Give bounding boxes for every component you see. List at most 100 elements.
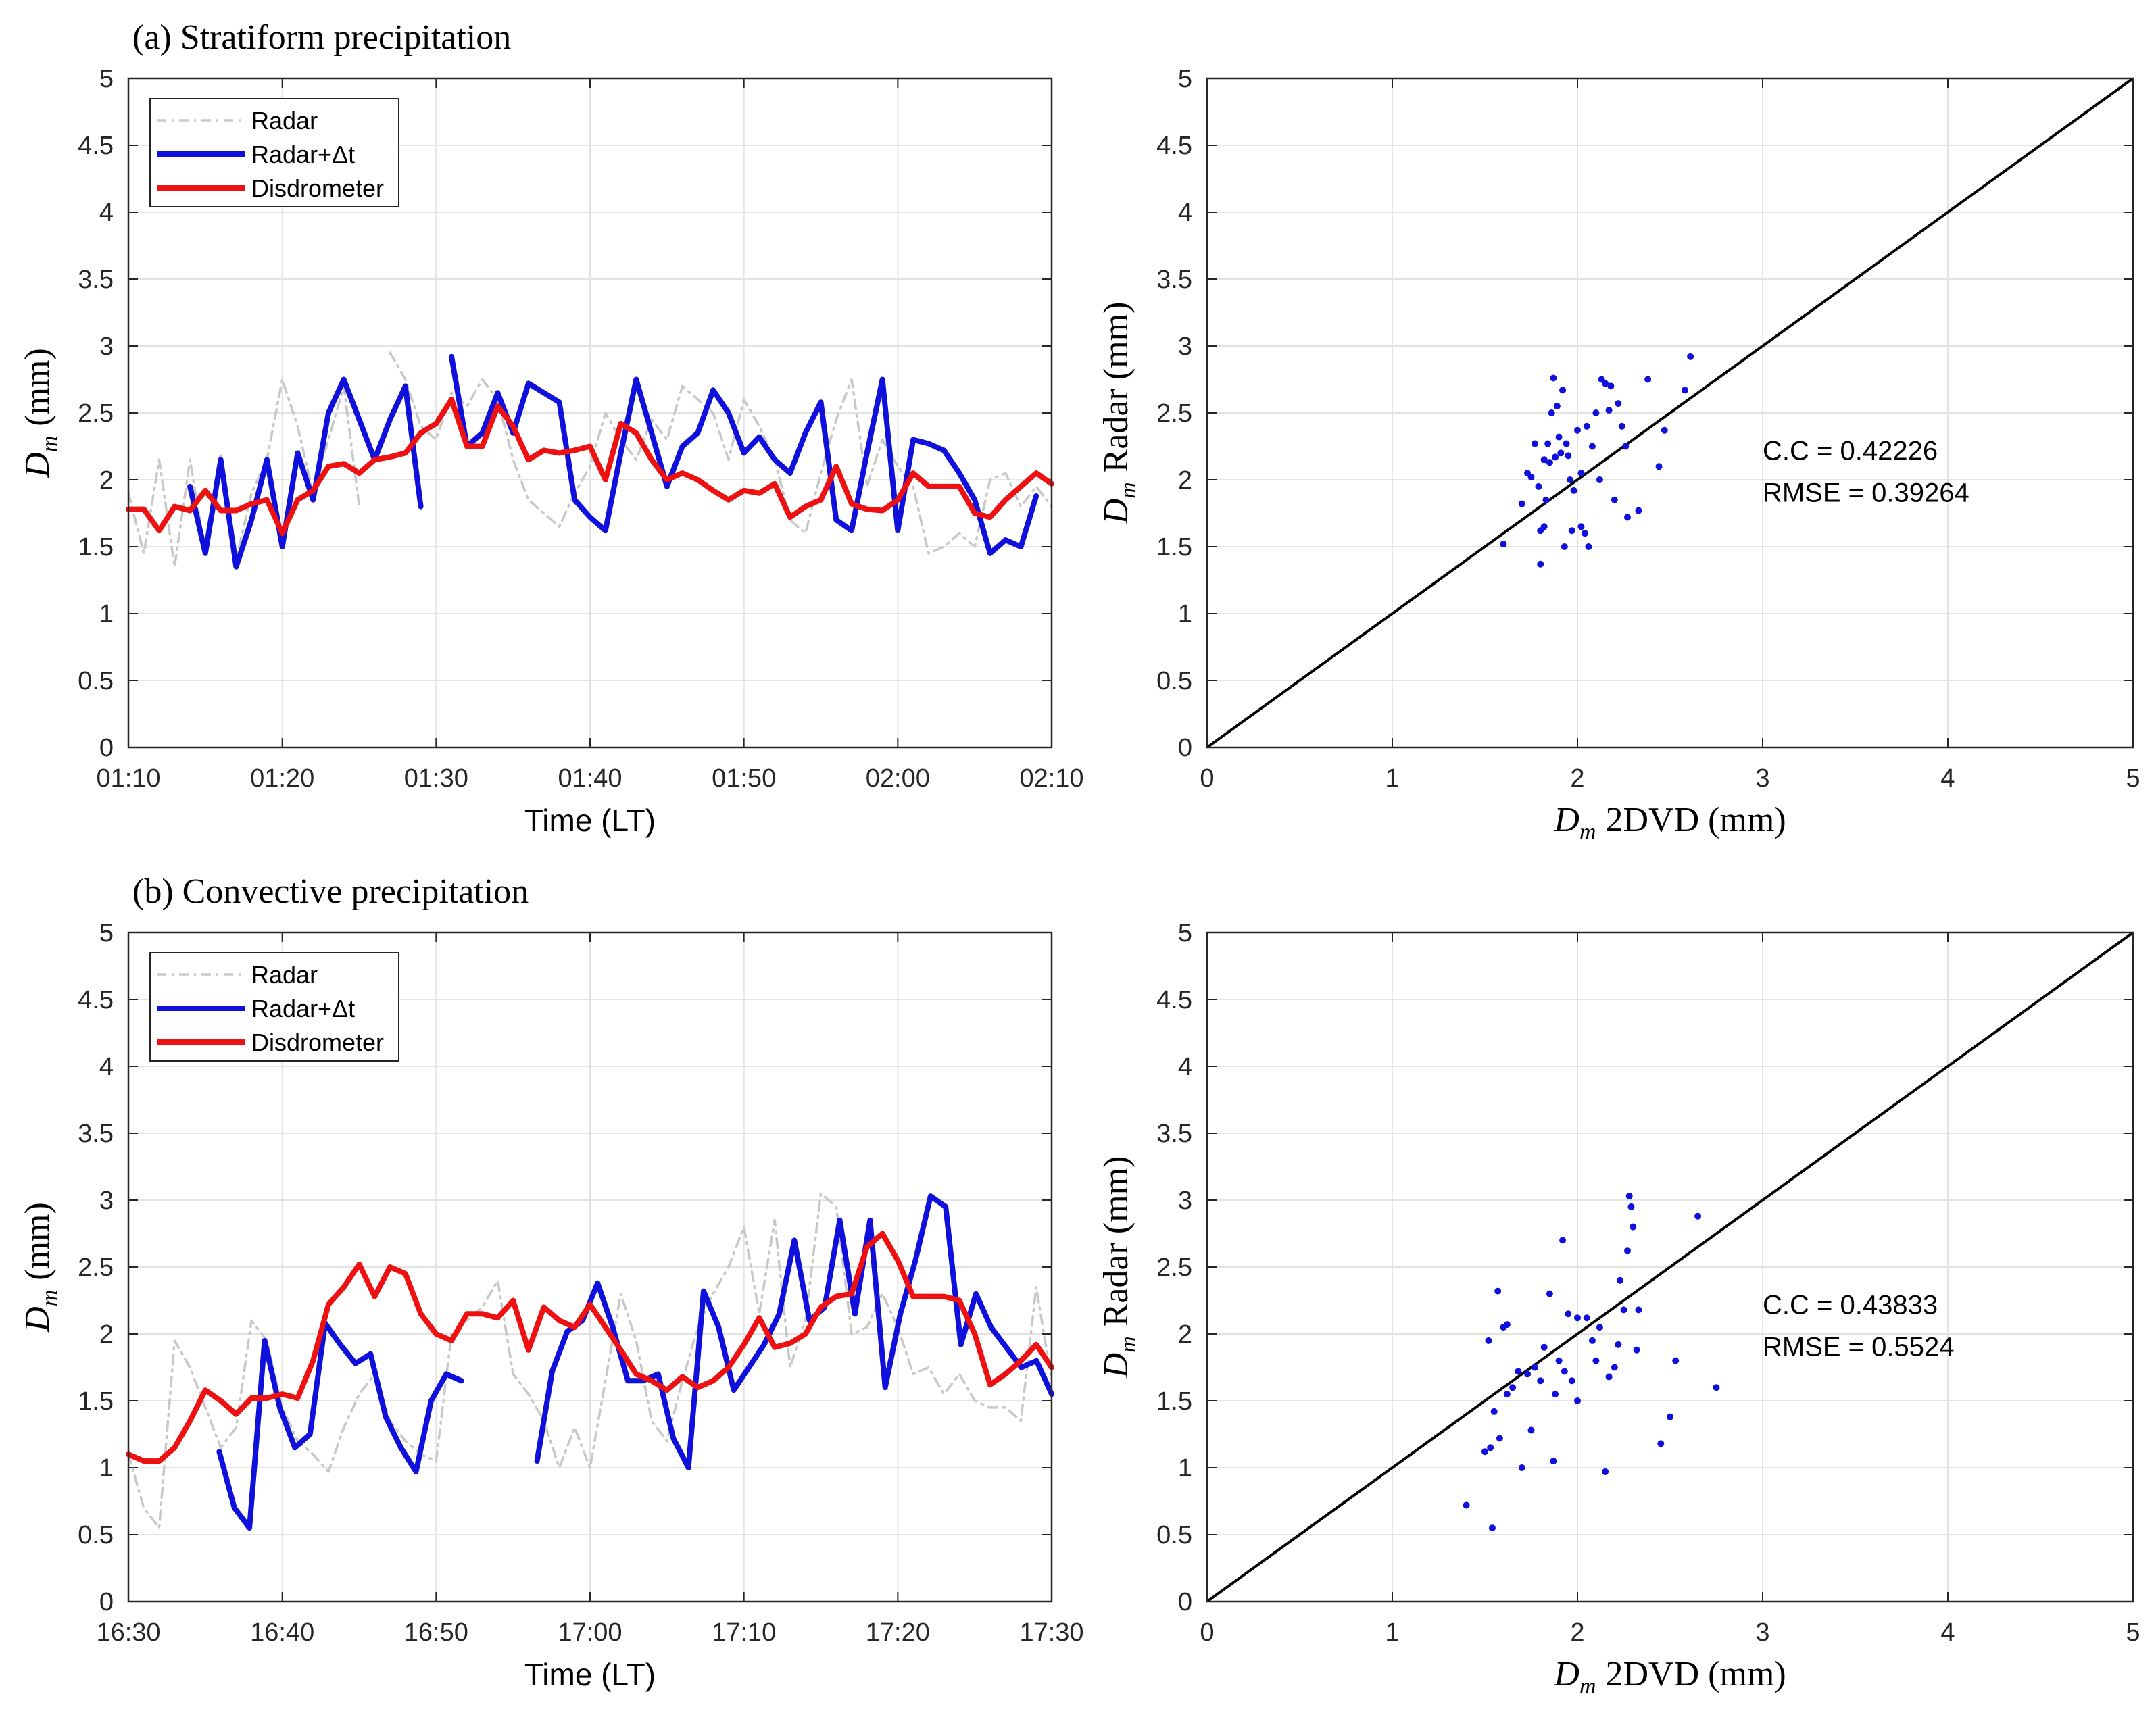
y-tick-label: 1 [99,1454,114,1483]
legend: Radar Radar+Δt Disdrometer [149,98,399,207]
series-radar-t [216,1193,1054,1531]
x-axis-label-unit: 2DVD (mm) [1605,1655,1786,1693]
series-line [126,1231,1054,1464]
y-axis-label-symbol: D [1097,1353,1135,1379]
y-tick-label: 0 [1178,734,1192,762]
scatter-point [1605,1373,1613,1381]
y-axis-label: Dm (mm) [18,1202,62,1333]
scatter-point [1687,353,1694,360]
y-tick-label: 3 [99,1187,114,1215]
x-tick-label: 01:10 [96,764,160,793]
scatter-point [1577,523,1585,530]
scatter-point [1500,541,1507,548]
scatter-point [1625,1193,1633,1200]
scatter-points [1500,353,1694,568]
y-tick-label: 2.5 [78,399,114,428]
correlation-coefficient-text: C.C = 0.42226 [1763,436,1938,466]
scatter-point [1542,496,1550,503]
scatter-point [1496,1435,1503,1442]
y-axis-label-unit: Radar (mm) [1097,1156,1135,1327]
series-line [126,397,1054,537]
y-tick-label: 0.5 [78,667,114,695]
x-tick-label: 3 [1755,764,1769,793]
scatter-point [1527,474,1535,481]
x-tick-label: 2 [1570,1618,1584,1647]
scatter-point [1487,1444,1494,1451]
x-tick-label: 5 [2126,764,2140,793]
scatter-point [1611,1364,1618,1371]
y-axis-label-symbol: D [1097,499,1135,525]
y-tick-label: 2.5 [1156,1253,1192,1282]
x-tick-label: 2 [1570,764,1584,793]
y-axis-label-unit: (mm) [18,348,57,426]
scatter-point [1503,1391,1511,1398]
y-tick-label: 1.5 [78,533,114,562]
scatter-points [1463,1193,1720,1532]
x-axis-label-subscript: m [1579,1674,1596,1699]
x-axis-label: Dm 2DVD (mm) [1553,801,1786,845]
scatter-point [1596,476,1603,483]
y-tick-label: 4 [99,1053,114,1081]
y-axis-label-symbol: D [18,452,57,478]
series-line [534,1193,1054,1470]
y-tick-label: 3 [99,332,114,361]
y-tick-label: 2.5 [1156,399,1192,428]
x-tick-label: 01:30 [404,764,468,793]
x-tick-label: 16:30 [96,1618,160,1647]
scatter-point [1550,374,1557,382]
y-axis-label-subscript: m [37,1290,62,1307]
x-tick-label: 4 [1940,1618,1955,1647]
scatter-point [1527,1426,1535,1434]
scatter-point [1546,459,1553,466]
y-axis-label-unit: (mm) [18,1202,57,1281]
x-tick-label: 01:20 [250,764,314,793]
y-axis-label-subscript: m [37,436,62,453]
y-tick-label: 4.5 [1156,986,1192,1014]
y-tick-label: 5 [99,65,114,93]
reference-line-1-to-1 [1206,77,2134,749]
scatter-point [1561,1368,1568,1375]
legend-label: Disdrometer [251,174,384,202]
scatter-point [1548,409,1555,416]
y-tick-label: 2.5 [78,1253,114,1282]
scatter-point [1588,443,1596,450]
scatter-point [1713,1384,1720,1391]
x-tick-label: 17:30 [1019,1618,1083,1647]
y-axis-label: Dm Radar (mm) [1097,302,1141,525]
series-radar [127,1192,1053,1529]
y-tick-label: 3.5 [1156,1120,1192,1148]
reference-line-1-to-1 [1206,931,2134,1603]
y-tick-label: 4.5 [78,132,114,160]
y-tick-label: 3.5 [78,266,114,294]
scatter-point [1622,443,1630,450]
scatter-point [1655,463,1663,470]
scatter-point [1555,433,1563,441]
scatter-point [1557,449,1565,457]
scatter-point [1583,422,1590,430]
chart-stratiform-timeseries: 0 0.5 1 1.5 2 2.5 3 3.5 4 4.5 5 01:10 01:20 01:30 01:4… [18,65,1084,838]
scatter-point [1657,1440,1665,1447]
scatter-point [1611,496,1618,503]
scatter-point [1531,1364,1538,1371]
x-tick-label: 02:00 [866,764,930,793]
series-disdrometer [126,397,1054,537]
scatter-point [1623,1247,1631,1255]
axes-border [127,77,1053,749]
scatter-point [1481,1448,1488,1456]
panel-title-stratiform: (a) Stratiform precipitation [132,18,511,57]
chart-stratiform-scatter: 0 0.5 1 1.5 2 2.5 3 3.5 4 4.5 5 0 1 2 3 4 5 C.C = 0.42226… [1097,65,2140,845]
scatter-point [1494,1287,1502,1295]
y-axis-label: Dm (mm) [18,348,62,478]
scatter-point [1509,1384,1517,1391]
x-tick-label: 1 [1385,764,1399,793]
x-axis-label-symbol: D [1553,801,1579,839]
scatter-point [1546,1290,1553,1297]
scatter-point [1602,380,1609,387]
legend-label: Disdrometer [251,1028,384,1056]
y-tick-label: 0 [99,1588,114,1616]
y-tick-label: 0 [99,734,114,762]
y-tick-label: 1.5 [1156,533,1192,562]
scatter-point [1563,440,1570,447]
scatter-point [1635,507,1642,514]
